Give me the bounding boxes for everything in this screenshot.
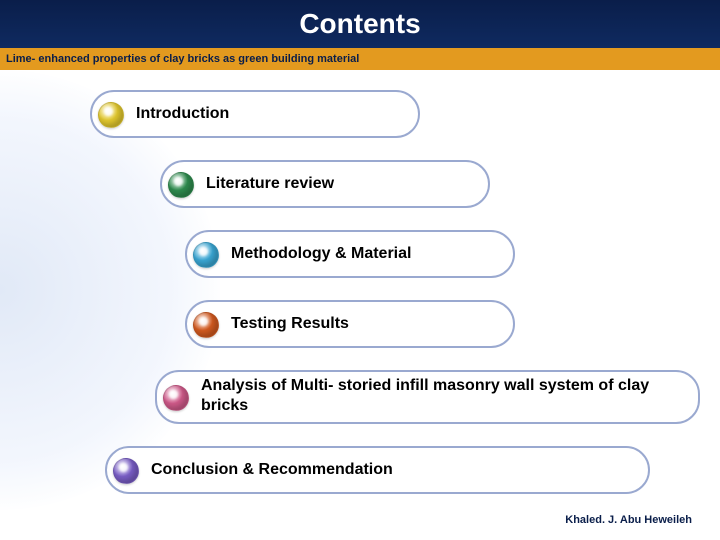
subtitle-bar: Lime- enhanced properties of clay bricks… <box>0 48 720 70</box>
item-pill: Testing Results <box>185 300 515 348</box>
item-pill: Introduction <box>90 90 420 138</box>
list-item: Literature review <box>0 160 720 210</box>
item-label: Literature review <box>206 174 334 194</box>
item-pill: Conclusion & Recommendation <box>105 446 650 494</box>
item-label: Conclusion & Recommendation <box>151 460 393 480</box>
item-pill: Methodology & Material <box>185 230 515 278</box>
author-footer: Khaled. J. Abu Heweileh <box>565 514 692 526</box>
bullet-icon <box>168 172 194 198</box>
item-label: Testing Results <box>231 314 349 334</box>
item-pill: Analysis of Multi- storied infill masonr… <box>155 370 700 424</box>
item-label: Introduction <box>136 104 229 124</box>
bullet-icon <box>113 458 139 484</box>
bullet-icon <box>163 385 189 411</box>
bullet-icon <box>98 102 124 128</box>
list-item: Conclusion & Recommendation <box>0 446 720 496</box>
slide-subtitle: Lime- enhanced properties of clay bricks… <box>6 53 359 65</box>
contents-list: Introduction Literature review Methodology… <box>0 90 720 516</box>
item-label: Methodology & Material <box>231 244 411 264</box>
list-item: Methodology & Material <box>0 230 720 280</box>
slide-title: Contents <box>299 8 420 40</box>
item-label: Analysis of Multi- storied infill masonr… <box>201 376 684 416</box>
list-item: Testing Results <box>0 300 720 350</box>
item-pill: Literature review <box>160 160 490 208</box>
list-item: Analysis of Multi- storied infill masonr… <box>0 370 720 426</box>
bullet-icon <box>193 312 219 338</box>
bullet-icon <box>193 242 219 268</box>
list-item: Introduction <box>0 90 720 140</box>
title-bar: Contents <box>0 0 720 48</box>
